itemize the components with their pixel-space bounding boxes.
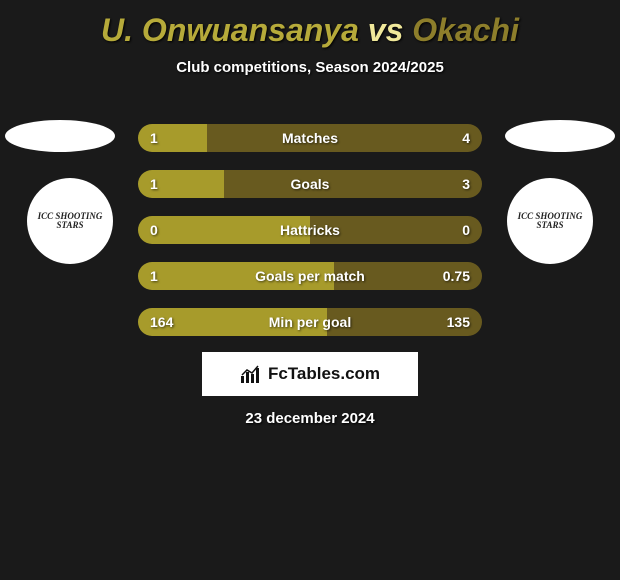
- player1-avatar: [5, 120, 115, 152]
- stat-bar-row: 10.75Goals per match: [138, 262, 482, 290]
- bar-label: Min per goal: [138, 308, 482, 336]
- player2-club-badge: ICC SHOOTING STARS: [507, 178, 593, 264]
- stat-bar-row: 00Hattricks: [138, 216, 482, 244]
- brand-box: FcTables.com: [202, 352, 418, 396]
- stat-bar-row: 14Matches: [138, 124, 482, 152]
- brand-text: FcTables.com: [268, 364, 380, 384]
- date-text: 23 december 2024: [0, 410, 620, 427]
- player2-name: Okachi: [412, 12, 519, 48]
- bar-label: Goals: [138, 170, 482, 198]
- vs-text: vs: [368, 12, 404, 48]
- subtitle: Club competitions, Season 2024/2025: [0, 59, 620, 76]
- bar-label: Goals per match: [138, 262, 482, 290]
- bar-label: Matches: [138, 124, 482, 152]
- player1-name: U. Onwuansanya: [101, 12, 359, 48]
- player1-club-badge: ICC SHOOTING STARS: [27, 178, 113, 264]
- club-badge-text: ICC SHOOTING STARS: [27, 212, 113, 230]
- player2-avatar: [505, 120, 615, 152]
- club-badge-text: ICC SHOOTING STARS: [507, 212, 593, 230]
- brand-chart-icon: [240, 364, 262, 384]
- comparison-title: U. Onwuansanya vs Okachi: [0, 0, 620, 49]
- bar-label: Hattricks: [138, 216, 482, 244]
- stat-bars: 14Matches 13Goals 00Hattricks 10.75Goals pe…: [138, 124, 482, 354]
- stat-bar-row: 13Goals: [138, 170, 482, 198]
- stat-bar-row: 164135Min per goal: [138, 308, 482, 336]
